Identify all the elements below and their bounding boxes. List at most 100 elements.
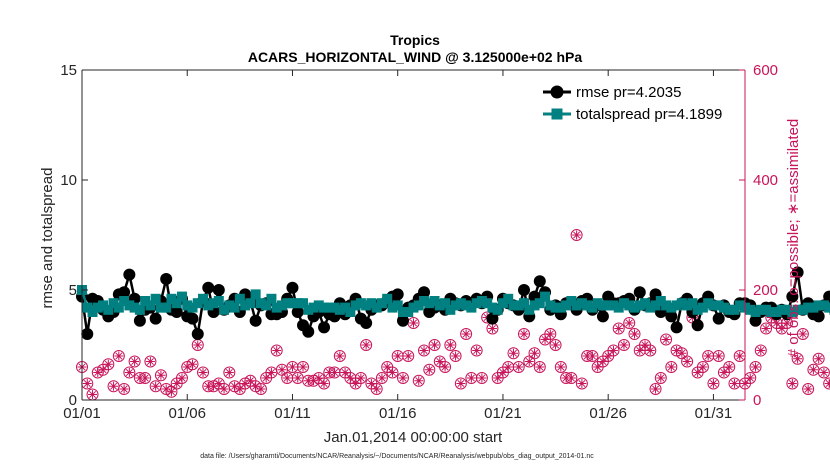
obs-possible-marker <box>460 328 473 340</box>
legend-totalspread-marker <box>551 108 563 120</box>
totalspread-point <box>134 304 145 315</box>
obs-possible-marker <box>617 339 630 351</box>
totalspread-point <box>124 300 135 311</box>
totalspread-point <box>466 302 477 313</box>
obs-point <box>149 380 162 393</box>
totalspread-point <box>476 296 487 306</box>
obs-point <box>628 328 641 340</box>
totalspread-point <box>140 296 151 306</box>
obs-point <box>165 385 178 398</box>
totalspread-point <box>219 304 230 315</box>
obs-point <box>107 380 120 393</box>
obs-point <box>449 350 462 362</box>
totalspread-point <box>187 302 198 313</box>
totalspread-point <box>240 300 251 311</box>
y-tick-right-label: 600 <box>753 62 778 79</box>
obs-point <box>502 361 515 373</box>
totalspread-point <box>503 293 514 304</box>
rmse-point <box>186 312 199 325</box>
obs-point <box>460 328 473 340</box>
obs-assimilated-marker <box>498 368 508 377</box>
totalspread-point <box>282 298 293 309</box>
obs-assimilated-marker <box>530 348 540 358</box>
totalspread-point <box>671 300 682 311</box>
totalspread-point <box>192 298 203 309</box>
totalspread-point <box>419 296 430 306</box>
obs-possible-marker <box>802 383 815 395</box>
obs-point <box>423 363 436 376</box>
obs-possible-marker <box>333 350 346 362</box>
obs-assimilated-marker <box>261 373 271 383</box>
obs-possible-marker <box>575 377 588 390</box>
obs-possible-marker <box>586 350 599 362</box>
totalspread-point <box>340 302 351 313</box>
obs-possible-marker <box>412 374 425 387</box>
obs-point <box>681 355 694 368</box>
obs-possible-marker <box>423 363 436 376</box>
obs-point <box>675 347 688 360</box>
x-tick-label: 01/31 <box>695 405 733 422</box>
totalspread-point <box>145 300 156 311</box>
obs-point <box>796 328 809 340</box>
obs-possible-marker <box>418 344 431 357</box>
totalspread-point <box>640 298 651 309</box>
obs-point <box>391 350 404 362</box>
obs-point <box>412 374 425 387</box>
obs-assimilated-marker <box>745 373 755 383</box>
totalspread-point <box>687 298 698 309</box>
obs-point <box>333 350 346 362</box>
obs-point <box>370 383 383 395</box>
totalspread-point <box>766 307 777 317</box>
obs-assimilated-marker <box>82 379 92 388</box>
obs-assimilated-marker <box>461 329 471 339</box>
obs-possible-marker <box>118 383 131 395</box>
totalspread-point <box>771 307 782 317</box>
obs-point <box>444 339 457 351</box>
rmse-point <box>518 284 530 296</box>
obs-point <box>528 347 541 360</box>
obs-assimilated-marker <box>382 362 392 372</box>
obs-assimilated-marker <box>524 357 534 366</box>
obs-assimilated-marker <box>272 346 282 355</box>
obs-assimilated-marker <box>435 357 445 366</box>
totalspread-point <box>592 298 603 309</box>
totalspread-point <box>776 304 787 315</box>
rmse-point <box>633 286 646 299</box>
totalspread-point <box>82 302 93 313</box>
obs-assimilated-marker <box>282 373 292 383</box>
obs-possible-marker <box>470 344 483 357</box>
rmse-point <box>149 312 162 325</box>
totalspread-point <box>571 300 582 311</box>
obs-assimilated-marker <box>340 368 350 377</box>
obs-assimilated-marker <box>714 351 724 361</box>
obs-assimilated-marker <box>109 381 119 391</box>
rmse-point <box>318 321 331 334</box>
obs-point <box>144 355 157 368</box>
rmse-point <box>360 317 373 329</box>
obs-point <box>154 369 167 382</box>
obs-point <box>86 388 99 401</box>
obs-assimilated-marker <box>519 329 529 339</box>
obs-possible-marker <box>123 366 136 379</box>
totalspread-point <box>350 300 361 311</box>
totalspread-point <box>445 304 456 315</box>
obs-possible-marker <box>565 372 578 384</box>
obs-possible-marker <box>154 369 167 382</box>
totalspread-point <box>540 291 551 302</box>
obs-possible-marker <box>660 333 673 346</box>
obs-point <box>549 339 562 351</box>
rmse-point <box>123 268 136 281</box>
legend-rmse-marker <box>550 85 564 99</box>
obs-possible-marker <box>749 361 762 373</box>
obs-point <box>623 317 636 329</box>
obs-point <box>270 344 283 357</box>
obs-assimilated-marker <box>451 351 461 361</box>
totalspread-point <box>661 300 672 311</box>
obs-point <box>533 361 546 373</box>
obs-assimilated-marker <box>151 381 161 391</box>
obs-possible-marker <box>528 347 541 360</box>
x-axis-label: Jan.01,2014 00:00:00 start <box>324 429 503 446</box>
totalspread-point <box>597 300 608 311</box>
obs-point <box>318 377 331 390</box>
obs-point <box>291 372 304 384</box>
